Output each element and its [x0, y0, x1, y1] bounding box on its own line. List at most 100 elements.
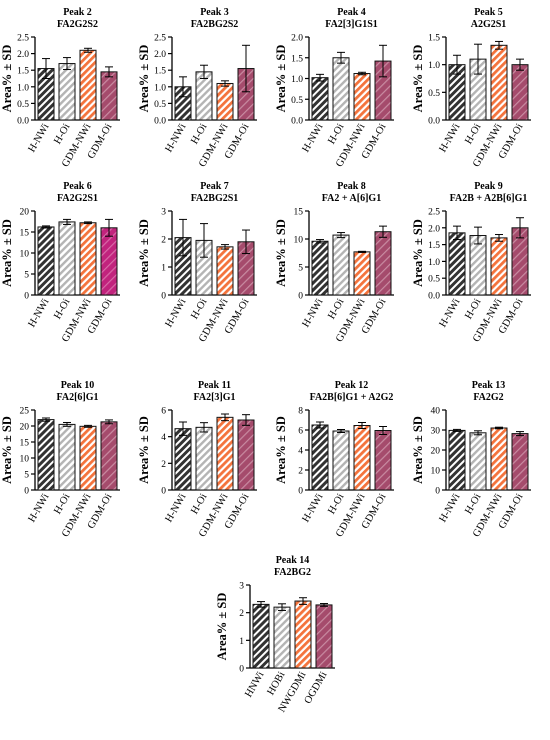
category-label: H-NWi	[164, 122, 189, 154]
y-tick-label: 1.5	[428, 241, 440, 251]
y-tick-label: 40	[431, 407, 441, 417]
y-tick-label: 0.0	[428, 292, 440, 302]
bar-h-oi	[332, 234, 350, 296]
y-tick-label: 0	[24, 292, 29, 302]
chart-subtitle: FA2G2S1	[57, 193, 98, 204]
bar-h-nwi	[37, 226, 55, 296]
y-tick-label: 0.0	[154, 117, 166, 127]
y-tick-label: 0.0	[291, 117, 303, 127]
y-tick-label: 1.0	[428, 258, 440, 268]
y-tick-label: 5	[24, 271, 29, 281]
chart-title: Peak 12	[335, 380, 369, 391]
y-tick-label: 2.0	[428, 224, 440, 234]
bar-h-nwi	[311, 424, 329, 491]
y-tick-label: 15	[294, 208, 304, 218]
y-tick-label: 1.5	[428, 34, 440, 44]
y-tick-label: 2.0	[154, 50, 166, 60]
category-label: H-Oi	[326, 492, 346, 516]
y-axis-label: Area% ± SD	[411, 219, 425, 287]
y-axis-label: Area% ± SD	[137, 219, 151, 287]
bar-h-nwi	[448, 232, 466, 296]
bar-gdm-nwi	[79, 49, 97, 121]
y-tick-label: 1.0	[291, 75, 303, 85]
y-tick-label: 10	[294, 236, 304, 246]
category-label: H-NWi	[27, 122, 52, 154]
y-tick-label: 15	[20, 229, 30, 239]
y-tick-label: 20	[431, 447, 441, 457]
chart-subtitle: FA2BG2S1	[191, 193, 239, 204]
chart-title: Peak 4	[337, 7, 366, 18]
y-tick-label: 0	[239, 665, 244, 675]
y-tick-label: 1.0	[428, 61, 440, 71]
y-tick-label: 25	[20, 407, 30, 417]
bar-h-nwi	[174, 428, 192, 491]
chart-title: Peak 13	[472, 380, 506, 391]
y-tick-label: 2	[161, 236, 166, 246]
y-axis-label: Area% ± SD	[215, 593, 229, 661]
y-tick-label: 1	[161, 264, 166, 274]
y-tick-label: 10	[20, 455, 30, 465]
category-label: H-Oi	[189, 297, 209, 321]
bar-gdm-oi	[237, 419, 255, 491]
y-tick-label: 4	[298, 447, 303, 457]
y-tick-label: 0.5	[428, 275, 440, 285]
bar-gdm-oi	[511, 433, 529, 491]
bar-gdm-nwi	[353, 73, 371, 121]
bar-gdm-nwi	[353, 425, 371, 491]
bar-h-nwi	[37, 419, 55, 491]
category-label: H-NWi	[438, 492, 463, 524]
category-label: H-NWi	[27, 297, 52, 329]
chart-subtitle: FA2BG2	[274, 567, 311, 578]
chart-title: Peak 7	[200, 181, 229, 192]
category-label: H-Oi	[326, 297, 346, 321]
y-axis-label: Area% ± SD	[274, 45, 288, 113]
bar-gdm-oi	[100, 421, 118, 491]
chart-subtitle: A2G2S1	[471, 19, 507, 30]
chart-subtitle: FA2 + A[6]G1	[322, 193, 381, 204]
y-tick-label: 2	[239, 609, 244, 619]
bar-gdm-oi	[511, 64, 529, 121]
y-axis-label: Area% ± SD	[411, 45, 425, 113]
y-tick-label: 0	[24, 487, 29, 497]
y-axis-label: Area% ± SD	[0, 45, 14, 113]
bar-gdm-nwi	[353, 251, 371, 296]
bar-gdm-nwi	[490, 44, 508, 121]
chart-subtitle: FA2G2S2	[57, 19, 98, 30]
y-tick-label: 8	[298, 407, 303, 417]
category-label: H-NWi	[27, 492, 52, 524]
y-tick-label: 0.5	[17, 100, 29, 110]
y-tick-label: 1.0	[154, 83, 166, 93]
y-axis-label: Area% ± SD	[0, 416, 14, 484]
bar-h-oi	[58, 221, 76, 296]
chart-subtitle: FA2G2	[473, 392, 503, 403]
y-tick-label: 1.0	[17, 83, 29, 93]
category-label: H-Oi	[463, 122, 483, 146]
y-tick-label: 0	[161, 292, 166, 302]
bar-h-oi	[469, 432, 487, 491]
bar-h-nwi	[448, 429, 466, 491]
y-tick-label: 1	[239, 637, 244, 647]
y-tick-label: 3	[161, 208, 166, 218]
chart-subtitle: FA2[6]G1	[56, 392, 98, 403]
y-tick-label: 0	[298, 487, 303, 497]
bar-gdm-oi	[100, 227, 118, 296]
category-label: HNWi	[243, 670, 266, 699]
y-tick-label: 5	[24, 471, 29, 481]
bar-gdm-nwi	[216, 82, 234, 121]
y-tick-label: 0	[298, 292, 303, 302]
category-label: H-Oi	[52, 297, 72, 321]
bar-gdm-nwi	[216, 246, 234, 296]
y-axis-label: Area% ± SD	[0, 219, 14, 287]
chart-subtitle: FA2[3]G1	[193, 392, 235, 403]
category-label: H-Oi	[189, 492, 209, 516]
